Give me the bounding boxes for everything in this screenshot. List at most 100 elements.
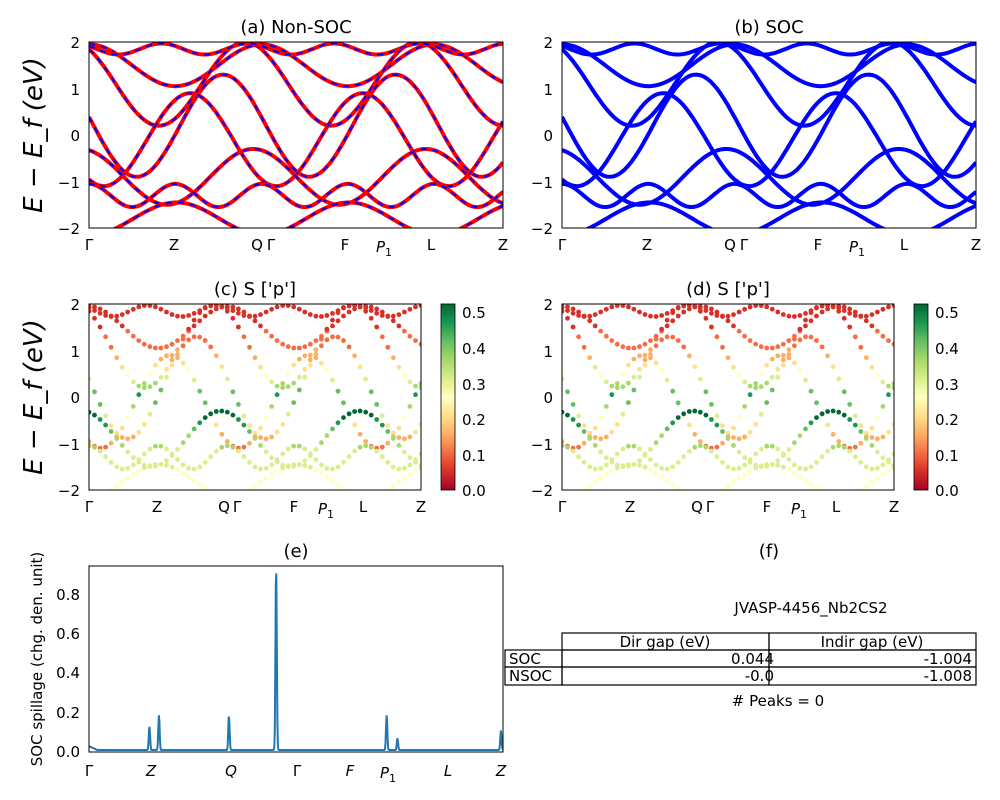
band-point <box>620 463 626 469</box>
band-point <box>402 475 407 481</box>
material-id: JVASP-4456_Nb2CS2 <box>733 599 887 618</box>
band-point <box>603 306 609 312</box>
band-line <box>584 200 976 228</box>
band-point <box>565 308 570 313</box>
band-point <box>742 306 747 312</box>
band-point <box>175 467 180 473</box>
band-point <box>164 446 169 452</box>
band-point <box>731 323 736 329</box>
band-point <box>247 487 252 490</box>
xtick-l: L <box>427 236 436 254</box>
band-point <box>335 388 341 394</box>
row-nsoc-indir: -1.008 <box>924 667 972 685</box>
band-point <box>598 475 604 481</box>
band-point <box>709 402 714 407</box>
band-point <box>847 306 853 312</box>
band-point <box>125 475 131 481</box>
band-point <box>241 422 247 428</box>
band-point <box>797 465 803 471</box>
xtick-z2: Z <box>498 236 508 254</box>
band-point <box>285 463 291 469</box>
band-point <box>219 364 225 370</box>
band-point <box>141 341 147 347</box>
band-point <box>775 353 781 359</box>
band-point <box>208 411 214 417</box>
band-point <box>418 381 421 386</box>
band-point <box>825 353 830 359</box>
band-point <box>236 402 241 407</box>
xtick-z: Z <box>169 236 179 254</box>
band-point <box>697 409 703 415</box>
band-point <box>775 374 781 380</box>
band-point <box>886 392 891 398</box>
band-line <box>562 42 976 128</box>
band-line-dashed <box>89 148 503 206</box>
band-point <box>285 411 291 417</box>
band-point <box>780 357 786 363</box>
band-point <box>797 474 803 480</box>
band-point <box>697 443 703 449</box>
band-point <box>731 480 736 485</box>
band-point <box>89 409 92 415</box>
band-point <box>164 309 169 315</box>
xtick-f: F <box>341 236 350 254</box>
band-point <box>814 415 819 420</box>
band-point <box>803 334 808 340</box>
band-point <box>814 460 819 465</box>
panel-c-title: (c) S ['p'] <box>214 279 296 300</box>
band-point <box>402 309 407 315</box>
xtick-gamma2: Γ <box>267 236 276 254</box>
band-point <box>565 389 570 395</box>
panel-d-projected-bands <box>562 304 894 499</box>
band-point <box>263 436 269 442</box>
band-point <box>324 326 330 332</box>
band-point <box>180 440 186 446</box>
band-point <box>258 443 263 448</box>
band-point <box>402 415 407 421</box>
band-point <box>413 383 418 389</box>
band-point <box>675 305 681 311</box>
band-point <box>191 311 197 316</box>
ytick-label: 1 <box>543 81 553 99</box>
band-point <box>570 306 576 312</box>
band-point <box>307 362 313 368</box>
panel-a-bands <box>89 42 503 228</box>
row-nsoc-dir: -0.0 <box>745 667 774 685</box>
panel-b-title: (b) SOC <box>734 17 803 38</box>
ytick-label: 1 <box>70 343 80 361</box>
band-point <box>285 371 291 376</box>
band-point <box>841 389 847 395</box>
band-point <box>598 449 604 455</box>
band-point <box>368 444 374 450</box>
ytick-label: −1 <box>531 174 553 192</box>
band-point <box>797 326 803 332</box>
band-point <box>614 304 620 308</box>
band-point <box>747 468 753 474</box>
row-soc-indir: -1.004 <box>924 650 972 668</box>
band-point <box>842 494 847 499</box>
band-point <box>324 474 330 480</box>
band-point <box>609 383 615 389</box>
band-point <box>296 374 302 380</box>
band-point <box>769 306 775 312</box>
band-point <box>385 487 391 490</box>
band-point <box>92 389 97 395</box>
band-point <box>648 467 653 473</box>
band-point <box>241 334 247 340</box>
band-point <box>197 420 203 426</box>
band-point <box>379 313 385 318</box>
ytick-label: 1 <box>70 81 80 99</box>
band-point <box>153 304 158 310</box>
band-point <box>89 376 92 382</box>
band-point <box>720 487 725 490</box>
band-point <box>247 429 252 434</box>
band-point <box>407 472 413 477</box>
band-point <box>274 383 280 389</box>
band-point <box>808 464 814 470</box>
panel-d-frame <box>561 303 895 491</box>
band-point <box>208 454 214 460</box>
band-point <box>313 467 319 473</box>
band-point <box>825 409 830 414</box>
band-point <box>252 313 258 319</box>
band-point <box>609 429 615 435</box>
